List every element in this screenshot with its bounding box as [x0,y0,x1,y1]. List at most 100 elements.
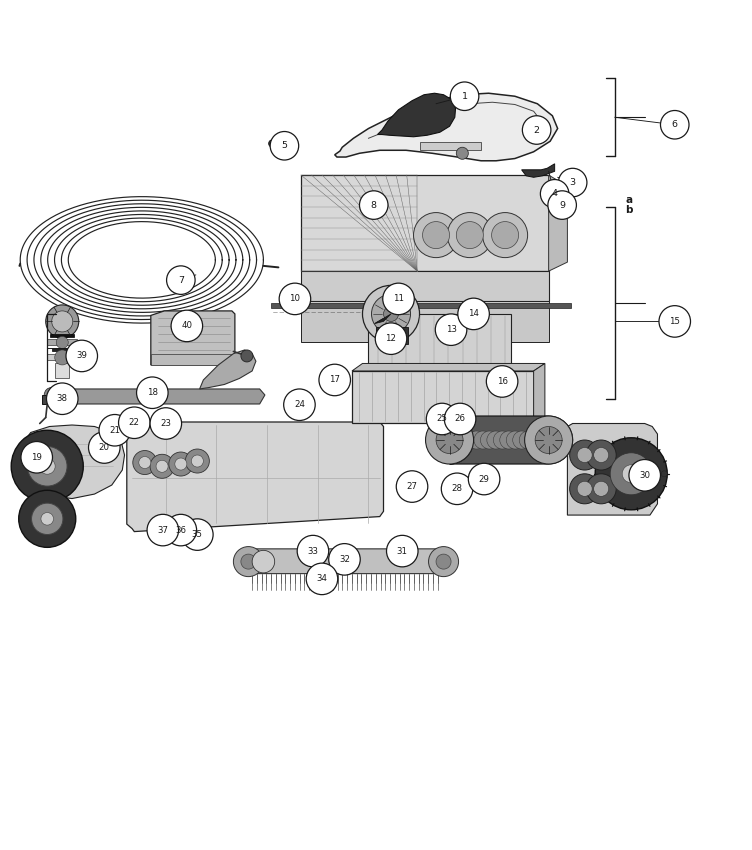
Circle shape [541,179,569,208]
Circle shape [506,431,524,449]
Circle shape [319,364,350,396]
Circle shape [492,222,519,248]
Polygon shape [301,301,549,343]
Circle shape [150,454,174,479]
Circle shape [526,431,544,449]
Circle shape [660,110,689,139]
Circle shape [593,481,608,496]
Circle shape [39,458,55,474]
Circle shape [52,311,73,332]
Circle shape [169,452,193,476]
Text: 29: 29 [479,474,490,484]
Circle shape [371,294,411,333]
Circle shape [158,524,167,533]
Polygon shape [450,416,573,464]
Circle shape [435,314,467,345]
Polygon shape [241,549,450,574]
Text: 36: 36 [175,525,186,535]
Text: — — — — — — — — — — — — — — — — — — — —: — — — — — — — — — — — — — — — — — — — — [273,310,399,315]
Polygon shape [47,354,77,360]
Circle shape [150,408,181,439]
Text: 24: 24 [294,400,305,409]
Circle shape [629,460,660,491]
Polygon shape [534,364,545,423]
Circle shape [46,305,79,338]
Text: a: a [625,195,632,205]
Polygon shape [271,303,572,308]
Circle shape [21,441,53,473]
Text: 15: 15 [669,317,681,326]
Polygon shape [52,348,73,351]
Polygon shape [522,164,555,178]
Circle shape [171,310,202,342]
Polygon shape [154,519,170,537]
Text: 4: 4 [552,190,558,198]
Circle shape [500,431,518,449]
Text: 6: 6 [672,120,678,129]
Circle shape [474,431,492,449]
Circle shape [284,389,315,421]
Polygon shape [186,521,202,539]
Circle shape [436,554,451,570]
Circle shape [622,465,640,483]
Circle shape [44,388,59,403]
Polygon shape [549,175,568,271]
Circle shape [19,490,76,547]
Text: 28: 28 [451,484,462,493]
Text: 19: 19 [32,453,42,462]
Text: 2: 2 [534,126,540,134]
Circle shape [185,449,209,473]
Polygon shape [568,423,657,515]
Text: 8: 8 [371,201,377,210]
Circle shape [659,306,690,337]
Text: 9: 9 [559,201,566,210]
Circle shape [487,431,505,449]
Polygon shape [171,519,187,537]
Polygon shape [151,354,235,365]
Text: 1: 1 [462,92,468,101]
Circle shape [56,337,68,348]
Text: 11: 11 [393,294,404,303]
Text: 21: 21 [109,426,120,434]
Polygon shape [420,142,481,150]
Circle shape [513,431,531,449]
Text: 16: 16 [496,377,508,386]
Circle shape [487,366,518,397]
Circle shape [268,139,276,147]
Circle shape [559,168,587,197]
Circle shape [493,431,511,449]
Circle shape [519,431,537,449]
Text: 40: 40 [181,321,193,331]
Circle shape [458,298,490,330]
Circle shape [362,286,420,343]
Text: 12: 12 [386,334,396,343]
Polygon shape [368,314,511,369]
Text: 5: 5 [281,141,287,150]
Text: 25: 25 [437,415,447,423]
Polygon shape [56,363,69,378]
Circle shape [133,450,157,474]
Circle shape [27,446,67,486]
Text: • • •: • • • [46,457,62,463]
Circle shape [426,416,474,464]
Circle shape [99,415,131,446]
Circle shape [396,471,428,502]
Circle shape [387,536,418,567]
Text: 35: 35 [192,530,203,539]
Circle shape [241,350,253,362]
Polygon shape [301,271,549,301]
Circle shape [384,306,399,321]
Polygon shape [47,339,77,345]
Text: 32: 32 [339,555,350,564]
Circle shape [586,440,616,470]
Circle shape [89,432,120,463]
Polygon shape [335,94,558,161]
Polygon shape [20,425,125,499]
Circle shape [66,340,98,371]
Circle shape [586,473,616,504]
Circle shape [429,547,459,576]
Text: 23: 23 [160,419,171,428]
Circle shape [241,554,256,570]
Text: 27: 27 [407,482,417,491]
Circle shape [444,403,476,434]
